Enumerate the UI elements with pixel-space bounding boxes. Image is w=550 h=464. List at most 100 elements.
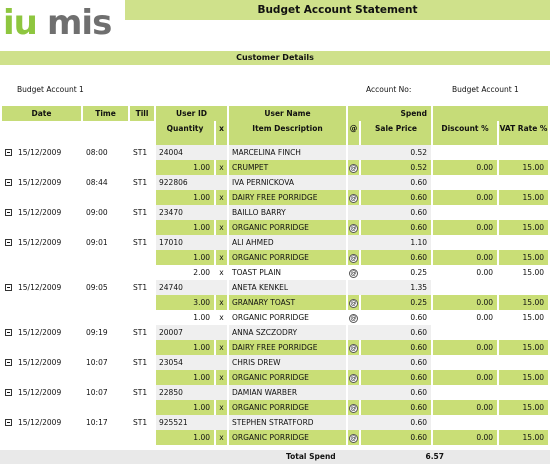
item-discount: 0.00 <box>433 250 498 265</box>
item-description: ORGANIC PORRIDGE <box>229 430 346 445</box>
item-quantity: 1.00 <box>156 160 214 175</box>
collapse-icon[interactable] <box>5 359 12 366</box>
transaction-till: ST1 <box>133 418 148 427</box>
item-quantity: 1.00 <box>156 190 214 205</box>
transaction-spend: 0.60 <box>348 385 432 400</box>
item-at: @ <box>348 295 359 310</box>
date-cell: 15/12/2009 <box>2 325 81 340</box>
item-x: x <box>216 340 227 355</box>
item-discount: 0.00 <box>433 220 498 235</box>
transaction-time: 10:17 <box>86 418 108 427</box>
transaction-spend: 0.60 <box>348 415 432 430</box>
item-quantity: 1.00 <box>156 340 214 355</box>
collapse-icon[interactable] <box>5 284 12 291</box>
total-spend-value: 6.57 <box>425 452 444 461</box>
collapse-icon[interactable] <box>5 209 12 216</box>
item-row: 1.00 x ORGANIC PORRIDGE @0.60 0.00 15.00 <box>2 310 548 325</box>
item-at: @ <box>348 430 359 445</box>
item-at: @ <box>348 265 359 280</box>
item-description: DAIRY FREE PORRIDGE <box>229 340 346 355</box>
item-row: 1.00 x ORGANIC PORRIDGE @0.60 0.00 15.00 <box>2 400 549 415</box>
at-sign-icon: @ <box>349 434 358 443</box>
spend-spacer <box>433 385 548 400</box>
item-sale-price: 0.60 <box>361 220 432 235</box>
col-date: Date <box>2 106 81 121</box>
spend-spacer <box>433 235 548 250</box>
date-cell: 15/12/2009 <box>2 385 81 400</box>
col-till: Till <box>130 106 154 121</box>
item-at: @ <box>348 250 359 265</box>
transaction-date: 15/12/2009 <box>18 208 62 217</box>
item-vat-rate: 15.00 <box>522 313 545 322</box>
transaction-spend: 1.35 <box>348 280 432 295</box>
at-sign-icon: @ <box>349 314 358 323</box>
item-discount: 0.00 <box>433 190 498 205</box>
iumis-logo: iu mis <box>3 3 112 39</box>
transaction-date: 15/12/2009 <box>18 418 62 427</box>
transaction-time: 10:07 <box>86 388 108 397</box>
account-no-value: Budget Account 1 <box>452 85 519 94</box>
item-x: x <box>219 268 224 277</box>
item-sale-price: 0.60 <box>361 370 432 385</box>
transaction-user-id: 22850 <box>156 385 227 400</box>
item-row: 1.00 x DAIRY FREE PORRIDGE @0.60 0.00 15.00 <box>2 190 549 205</box>
transaction-till: ST1 <box>133 388 148 397</box>
spend-spacer <box>433 205 548 220</box>
transaction-spend: 0.60 <box>348 175 432 190</box>
item-discount: 0.00 <box>433 370 498 385</box>
item-quantity: 3.00 <box>156 295 214 310</box>
item-sale-price: 0.60 <box>361 340 432 355</box>
collapse-icon[interactable] <box>5 149 12 156</box>
item-vat-rate: 15.00 <box>499 400 549 415</box>
transaction-user-id: 24004 <box>156 145 227 160</box>
transaction-row: 15/12/2009 09:01 ST1 17010 ALI AHMED 1.10 <box>2 235 548 250</box>
transaction-time: 09:19 <box>86 328 108 337</box>
at-sign-icon: @ <box>349 224 358 233</box>
transaction-row: 15/12/2009 09:19 ST1 20007 ANNA SZCZODRY 0.60 <box>2 325 548 340</box>
item-row: 2.00 x TOAST PLAIN @0.25 0.00 15.00 <box>2 265 548 280</box>
transaction-date: 15/12/2009 <box>18 148 62 157</box>
at-sign-icon: @ <box>349 374 358 383</box>
transaction-time: 08:44 <box>86 178 108 187</box>
transaction-row: 15/12/2009 10:17 ST1 925521 STEPHEN STRATFOR… <box>2 415 548 430</box>
item-at: @ <box>348 220 359 235</box>
item-discount: 0.00 <box>433 295 498 310</box>
item-description: ORGANIC PORRIDGE <box>229 250 346 265</box>
item-spacer <box>2 310 154 325</box>
account-no-label: Account No: <box>366 85 412 94</box>
item-quantity: 1.00 <box>156 370 214 385</box>
item-row: 1.00 x ORGANIC PORRIDGE @0.60 0.00 15.00 <box>2 370 549 385</box>
transaction-till: ST1 <box>133 328 148 337</box>
item-quantity: 1.00 <box>156 430 214 445</box>
spend-spacer <box>433 175 548 190</box>
collapse-icon[interactable] <box>5 239 12 246</box>
collapse-icon[interactable] <box>5 419 12 426</box>
item-sale-price: 0.60 <box>361 250 432 265</box>
date-cell: 15/12/2009 <box>2 145 81 160</box>
at-sign-icon: @ <box>349 194 358 203</box>
item-discount: 0.00 <box>433 160 498 175</box>
transaction-row: 15/12/2009 08:00 ST1 24004 MARCELINA FINCH 0.… <box>2 145 548 160</box>
at-sign-icon: @ <box>349 269 358 278</box>
transaction-till: ST1 <box>133 178 148 187</box>
item-spacer <box>2 250 154 265</box>
item-row: 3.00 x GRANARY TOAST @0.25 0.00 15.00 <box>2 295 549 310</box>
item-row: 1.00 x ORGANIC PORRIDGE @0.60 0.00 15.00 <box>2 430 549 445</box>
item-sale-price: 0.52 <box>361 160 432 175</box>
item-description: CRUMPET <box>229 160 346 175</box>
item-description: GRANARY TOAST <box>229 295 346 310</box>
item-discount: 0.00 <box>433 400 498 415</box>
item-spacer <box>2 430 154 445</box>
collapse-icon[interactable] <box>5 389 12 396</box>
transaction-till: ST1 <box>133 283 148 292</box>
item-x: x <box>216 250 227 265</box>
transaction-spend: 0.60 <box>348 355 432 370</box>
date-cell: 15/12/2009 <box>2 280 81 295</box>
collapse-icon[interactable] <box>5 329 12 336</box>
date-cell: 15/12/2009 <box>2 415 81 430</box>
item-description: ORGANIC PORRIDGE <box>229 220 346 235</box>
item-x: x <box>219 313 224 322</box>
transaction-spend: 0.60 <box>348 205 432 220</box>
title-bar: Budget Account Statement <box>125 0 550 20</box>
collapse-icon[interactable] <box>5 179 12 186</box>
